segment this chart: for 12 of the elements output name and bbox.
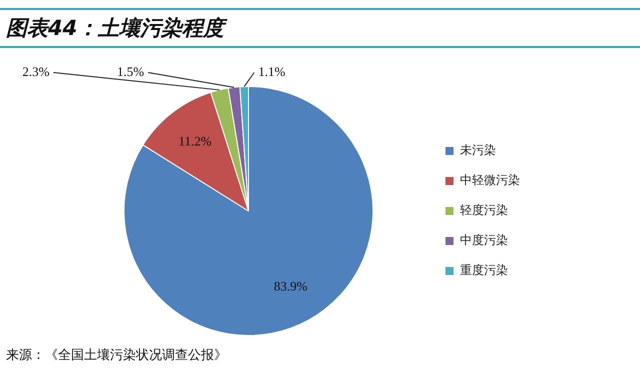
data-label: 1.5% [116, 64, 144, 79]
data-label: 11.2% [178, 134, 212, 149]
legend-label: 中度污染 [460, 233, 508, 248]
legend-label: 轻度污染 [460, 203, 508, 218]
data-label: 83.9% [274, 278, 308, 294]
legend-label: 中轻微污染 [460, 173, 520, 188]
source-note: 来源：《全国土壤污染状况调查公报》 [6, 347, 227, 364]
chart-title: 图表44：土壤污染程度 [0, 8, 640, 48]
legend-label: 未污染 [460, 143, 496, 158]
legend-label: 重度污染 [460, 263, 508, 278]
data-label: 1.1% [258, 64, 286, 79]
data-label: 2.3% [22, 64, 50, 79]
